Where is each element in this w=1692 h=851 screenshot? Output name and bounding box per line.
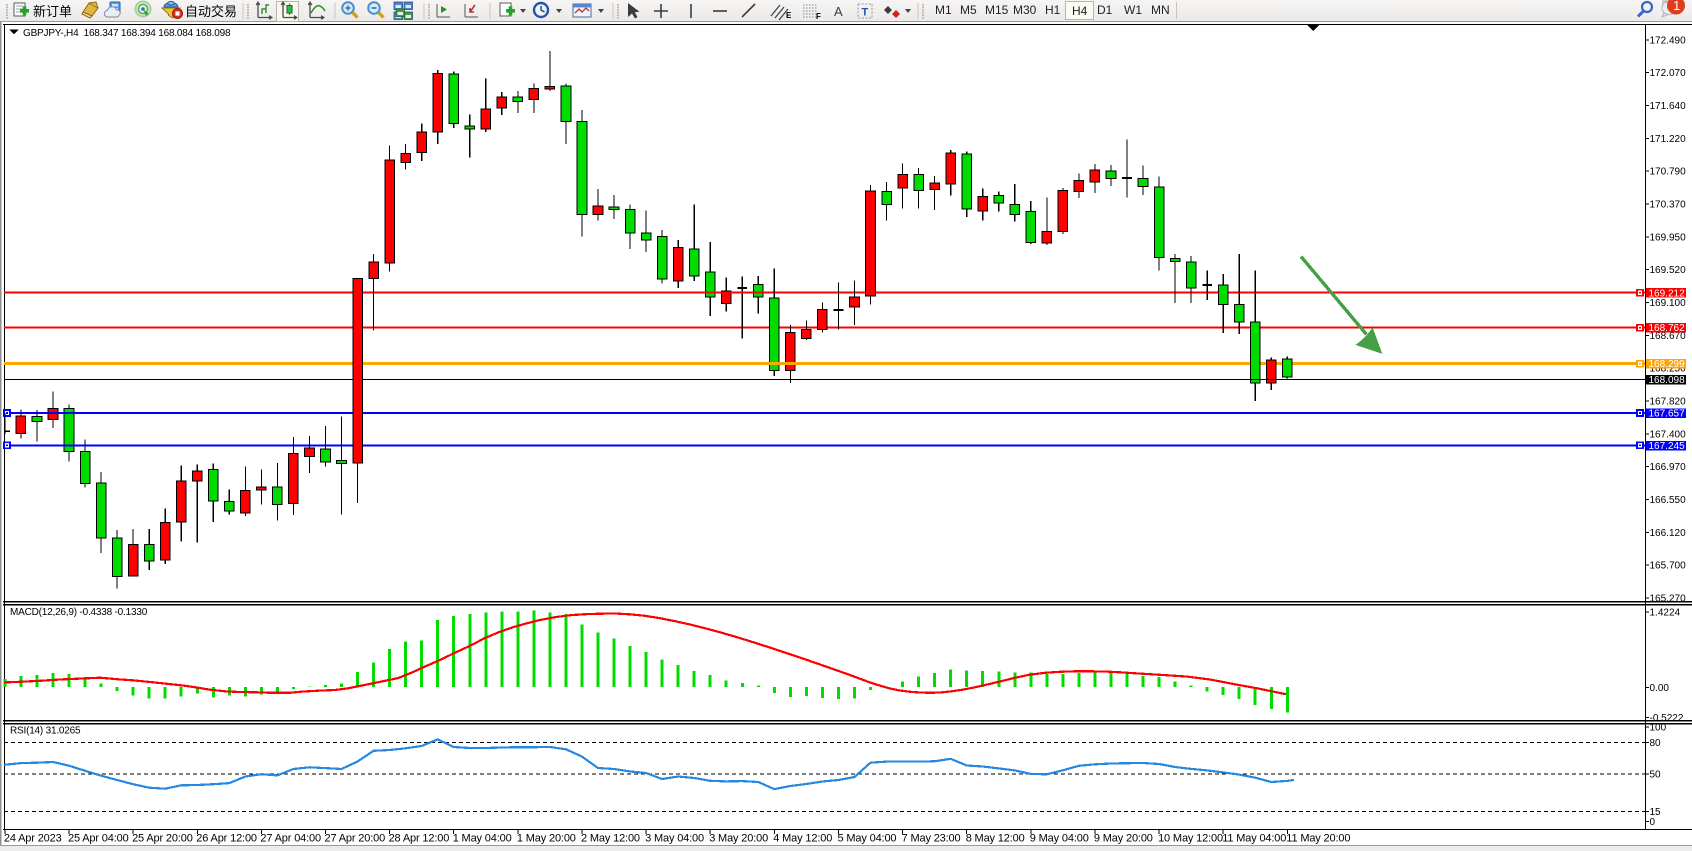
svg-text:167.820: 167.820 (1650, 397, 1687, 408)
svg-text:10 May 12:00: 10 May 12:00 (1158, 833, 1223, 845)
svg-text:E: E (786, 11, 792, 20)
svg-text:11 May 04:00: 11 May 04:00 (1222, 833, 1286, 845)
svg-text:A: A (834, 4, 843, 19)
svg-text:自动交易: 自动交易 (185, 4, 237, 19)
svg-text:25 Apr 20:00: 25 Apr 20:00 (132, 833, 193, 845)
svg-text:新订单: 新订单 (33, 4, 72, 19)
svg-text:28 Apr 12:00: 28 Apr 12:00 (389, 833, 450, 845)
svg-text:-0.5222: -0.5222 (1650, 713, 1684, 724)
svg-text:27 Apr 20:00: 27 Apr 20:00 (325, 833, 386, 845)
svg-text:1 May 04:00: 1 May 04:00 (453, 833, 512, 845)
svg-text:0.00: 0.00 (1650, 683, 1670, 694)
svg-text:27 Apr 04:00: 27 Apr 04:00 (260, 833, 321, 845)
svg-text:1 May 20:00: 1 May 20:00 (517, 833, 576, 845)
svg-text:170.370: 170.370 (1650, 200, 1687, 211)
svg-text:169.520: 169.520 (1650, 265, 1687, 276)
svg-text:167.400: 167.400 (1650, 429, 1687, 440)
svg-text:MACD(12,26,9) -0.4338 -0.1330: MACD(12,26,9) -0.4338 -0.1330 (10, 607, 148, 618)
svg-text:168.299: 168.299 (1649, 359, 1686, 370)
svg-text:171.640: 171.640 (1650, 101, 1687, 112)
svg-text:169.100: 169.100 (1650, 298, 1687, 309)
svg-text:9 May 20:00: 9 May 20:00 (1094, 833, 1153, 845)
svg-text:8 May 12:00: 8 May 12:00 (966, 833, 1025, 845)
svg-text:25 Apr 04:00: 25 Apr 04:00 (68, 833, 129, 845)
svg-text:3 May 20:00: 3 May 20:00 (709, 833, 768, 845)
svg-text:15: 15 (1650, 807, 1662, 818)
svg-text:7 May 23:00: 7 May 23:00 (902, 833, 961, 845)
svg-text:171.220: 171.220 (1650, 134, 1687, 145)
svg-text:9 May 04:00: 9 May 04:00 (1030, 833, 1089, 845)
svg-text:100: 100 (1650, 723, 1667, 734)
svg-text:165.270: 165.270 (1650, 594, 1687, 605)
svg-text:166.970: 166.970 (1650, 462, 1687, 473)
svg-text:168.670: 168.670 (1650, 331, 1687, 342)
svg-text:1.4224: 1.4224 (1650, 608, 1681, 619)
svg-text:24 Apr 2023: 24 Apr 2023 (4, 833, 62, 845)
svg-text:0: 0 (1650, 817, 1656, 828)
svg-text:170.790: 170.790 (1650, 167, 1687, 178)
svg-text:166.550: 166.550 (1650, 495, 1687, 506)
svg-text:168.762: 168.762 (1649, 323, 1686, 334)
svg-text:166.120: 166.120 (1650, 528, 1687, 539)
svg-text:168.098: 168.098 (1649, 375, 1686, 386)
svg-text:169.212: 169.212 (1649, 288, 1686, 299)
svg-text:26 Apr 12:00: 26 Apr 12:00 (196, 833, 257, 845)
svg-text:5 May 04:00: 5 May 04:00 (838, 833, 897, 845)
svg-text:172.070: 172.070 (1650, 68, 1687, 79)
svg-text:169.950: 169.950 (1650, 232, 1687, 243)
svg-text:F: F (816, 12, 821, 21)
svg-text:RSI(14) 31.0265: RSI(14) 31.0265 (10, 726, 81, 737)
svg-text:GBPJPY-,H4 168.347 168.394 16: GBPJPY-,H4 168.347 168.394 168.084 168.0… (23, 28, 231, 39)
svg-text:11 May 20:00: 11 May 20:00 (1286, 833, 1350, 845)
svg-text:50: 50 (1650, 770, 1662, 781)
svg-text:80: 80 (1650, 738, 1662, 749)
svg-text:167.245: 167.245 (1649, 441, 1686, 452)
svg-text:2 May 12:00: 2 May 12:00 (581, 833, 640, 845)
svg-text:T: T (862, 7, 869, 19)
svg-text:3 May 04:00: 3 May 04:00 (645, 833, 704, 845)
svg-text:4 May 12:00: 4 May 12:00 (773, 833, 832, 845)
svg-text:165.700: 165.700 (1650, 561, 1687, 572)
svg-text:167.657: 167.657 (1649, 409, 1686, 420)
svg-text:1: 1 (1673, 0, 1680, 13)
svg-text:172.490: 172.490 (1650, 35, 1687, 46)
svg-text:168.250: 168.250 (1650, 364, 1687, 375)
